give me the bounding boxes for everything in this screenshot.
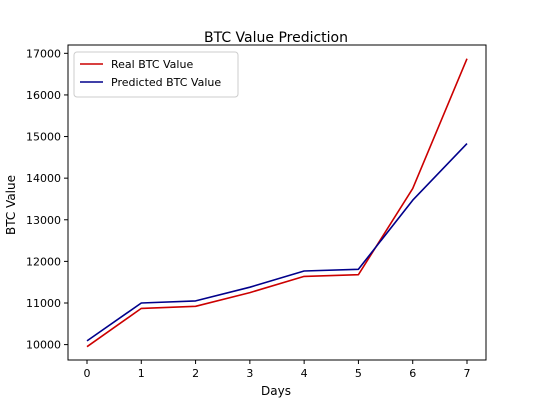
legend-label: Predicted BTC Value bbox=[111, 76, 221, 89]
y-tick-label: 10000 bbox=[26, 339, 61, 352]
y-tick-label: 11000 bbox=[26, 297, 61, 310]
x-axis-label: Days bbox=[261, 384, 291, 398]
y-tick-label: 13000 bbox=[26, 214, 61, 227]
chart-title: BTC Value Prediction bbox=[204, 30, 348, 46]
x-tick-label: 2 bbox=[192, 367, 199, 380]
y-tick-label: 16000 bbox=[26, 89, 61, 102]
x-tick-label: 6 bbox=[409, 367, 416, 380]
x-tick-label: 5 bbox=[355, 367, 362, 380]
y-tick-label: 17000 bbox=[26, 47, 61, 60]
legend-label: Real BTC Value bbox=[111, 58, 193, 71]
x-tick-label: 7 bbox=[464, 367, 471, 380]
x-tick-label: 1 bbox=[138, 367, 145, 380]
y-tick-label: 12000 bbox=[26, 255, 61, 268]
y-axis-label: BTC Value bbox=[4, 175, 18, 235]
x-tick-label: 0 bbox=[84, 367, 91, 380]
x-tick-label: 4 bbox=[301, 367, 308, 380]
y-tick-label: 15000 bbox=[26, 131, 61, 144]
x-tick-label: 3 bbox=[246, 367, 253, 380]
legend: Real BTC Value Predicted BTC Value bbox=[74, 52, 238, 97]
y-tick-label: 14000 bbox=[26, 172, 61, 185]
